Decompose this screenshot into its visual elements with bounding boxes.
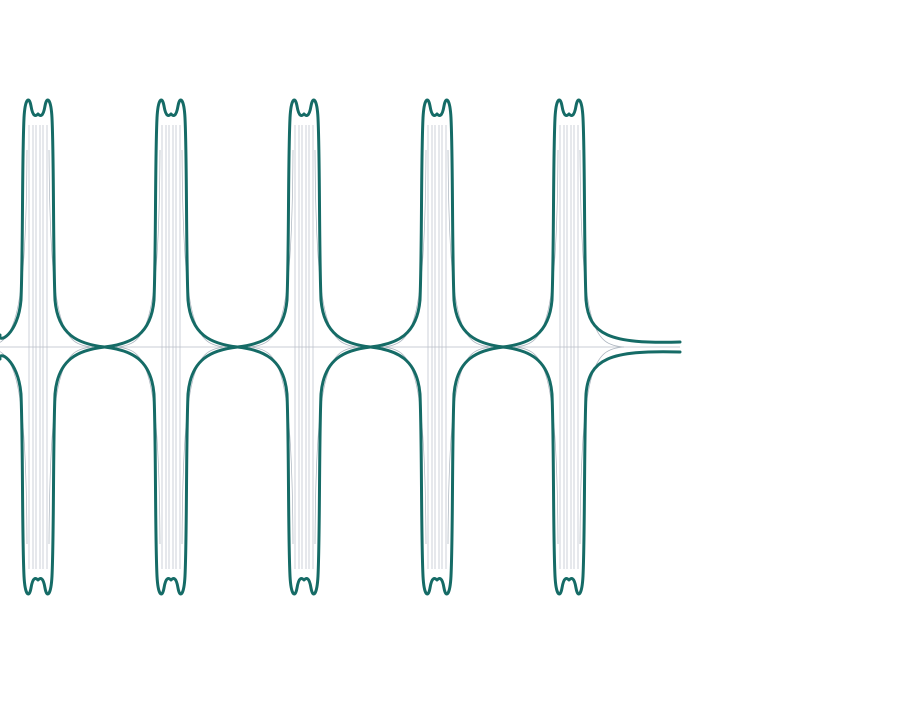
- inner-envelope: [248, 149, 360, 545]
- inner-envelope: [381, 149, 493, 545]
- inner-envelope: [115, 149, 227, 545]
- lobe-lower: [501, 345, 682, 596]
- lobe-lower: [236, 345, 372, 596]
- lobe-upper: [103, 98, 239, 349]
- lobe-lower: [369, 345, 505, 596]
- inner-envelope: [0, 149, 94, 545]
- lobe-upper: [501, 98, 682, 349]
- lobe-lower: [0, 345, 106, 596]
- inner-traces: [0, 125, 680, 569]
- lobe-upper: [369, 98, 505, 349]
- inner-envelope: [513, 149, 625, 545]
- lobe-upper: [0, 98, 106, 349]
- lobe-upper: [236, 98, 372, 349]
- outer-traces: [0, 98, 682, 596]
- lobe-lower: [103, 345, 239, 596]
